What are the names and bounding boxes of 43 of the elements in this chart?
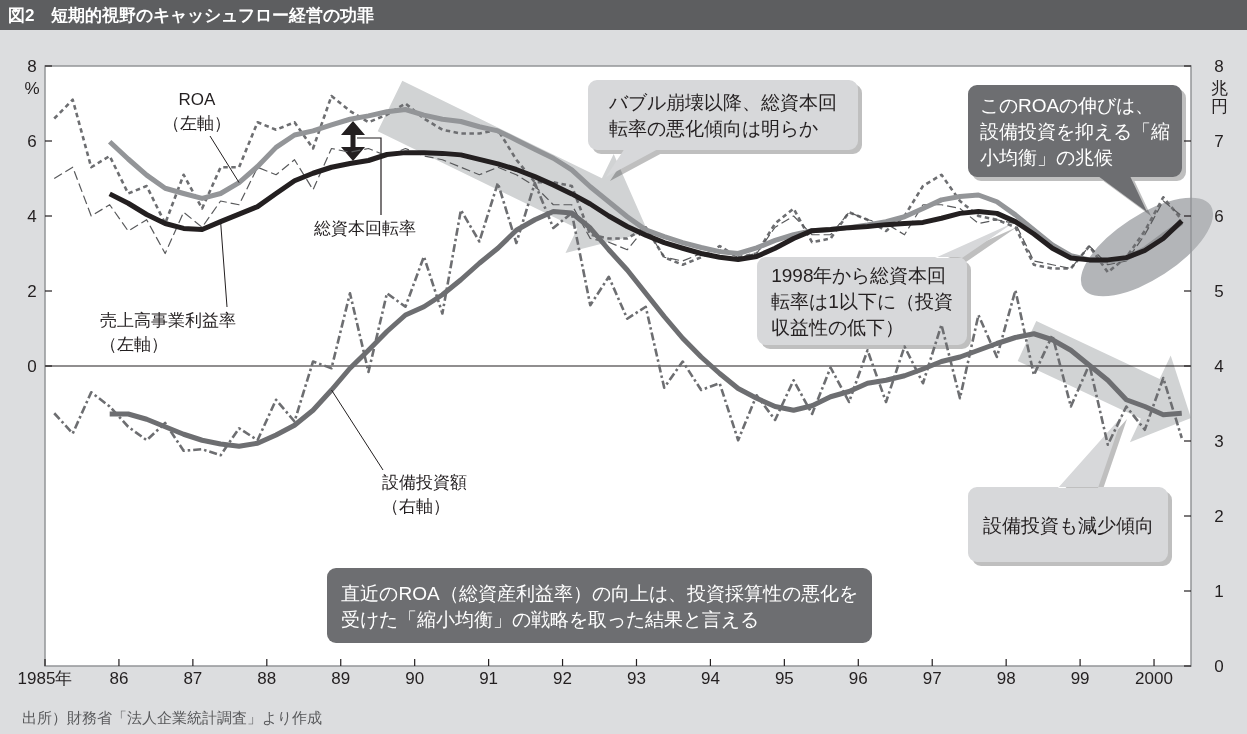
- x-tick-label: 1985年: [17, 668, 73, 688]
- y2-tick-label: 1: [1214, 581, 1224, 601]
- x-tick-label: 89: [331, 668, 351, 688]
- y-tick-label: 6: [27, 131, 37, 151]
- annotation: 総資本回転率: [313, 218, 416, 238]
- text: 設備投資額（右軸）: [382, 472, 467, 516]
- y2-tick-label: 5: [1214, 281, 1224, 301]
- y2-tick-label: 8: [1214, 56, 1224, 76]
- y2-tick-label: 0: [1214, 656, 1224, 676]
- x-tick-label: 88: [257, 668, 277, 688]
- x-tick-label: 99: [1070, 668, 1090, 688]
- y-tick-label: 8: [27, 56, 37, 76]
- y-axis-title: %: [24, 78, 40, 98]
- y-tick-label: 2: [27, 281, 37, 301]
- annotation: 直近のROA（総資産利益率）の向上は、投資採算性の悪化を受けた「縮小均衡」の戦略を取った結果と言える: [341, 582, 858, 629]
- x-tick-label: 98: [996, 668, 1016, 688]
- y2-tick-label: 3: [1214, 431, 1224, 451]
- x-tick-label: 96: [848, 668, 868, 688]
- y-tick-label: 0: [27, 356, 37, 376]
- text: 出所）財務省「法人企業統計調査」より作成: [22, 708, 322, 726]
- x-tick-label: 87: [183, 668, 203, 688]
- x-tick-label: 94: [700, 668, 720, 688]
- y-tick-label: 4: [27, 206, 37, 226]
- x-tick-label: 2000: [1135, 668, 1173, 688]
- annotation: バブル崩壊以降、総資本回転率の悪化傾向は明らか: [608, 91, 837, 139]
- y2-tick-label: 7: [1214, 131, 1224, 151]
- x-tick-label: 86: [109, 668, 129, 688]
- y2-axis-title: 兆円: [1210, 78, 1228, 116]
- x-tick-label: 91: [479, 668, 499, 688]
- text: ROA（左軸）: [163, 89, 231, 133]
- annotation: 設備投資も減少傾向: [982, 514, 1154, 535]
- x-tick-label: 97: [922, 668, 942, 688]
- x-tick-label: 95: [774, 668, 794, 688]
- y2-tick-label: 4: [1214, 356, 1224, 376]
- annotation: このROAの伸びは、設備投資を抑える「縮小均衡」の兆候: [980, 94, 1170, 168]
- annotation: 1998年から総資本回転率は1以下に（投資収益性の低下）: [771, 264, 953, 338]
- x-tick-label: 90: [405, 668, 425, 688]
- x-tick-label: 93: [627, 668, 646, 688]
- chart-title: 図2 短期的視野のキャッシュフロー経営の功罪: [8, 5, 375, 25]
- y2-tick-label: 6: [1214, 206, 1224, 226]
- text: 売上高事業利益率（左軸）: [100, 310, 236, 354]
- y2-tick-label: 2: [1214, 506, 1224, 526]
- x-tick-label: 92: [553, 668, 573, 688]
